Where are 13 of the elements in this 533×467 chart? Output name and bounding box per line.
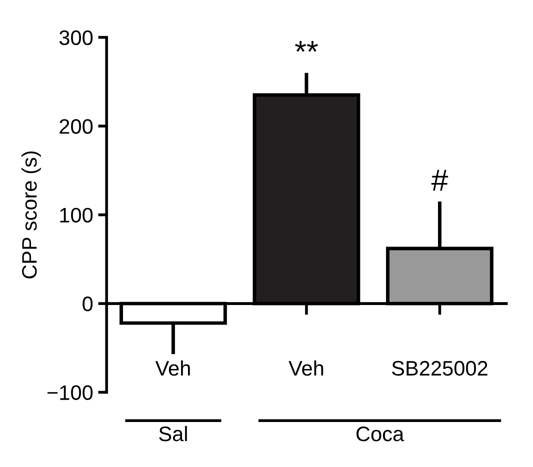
- y-tick-label: 100: [60, 208, 93, 223]
- y-tick-label: 300: [59, 30, 93, 46]
- y-tick-label: 0: [82, 296, 93, 312]
- text: Sal: [159, 426, 187, 442]
- text: Coca: [356, 426, 404, 442]
- x-tick-label: Veh: [155, 360, 190, 376]
- y-axis-title: CPP score (s): [22, 151, 41, 278]
- x-tick-label: SB225002: [392, 360, 488, 376]
- y-tick-label: 200: [60, 119, 93, 134]
- annotation: #: [431, 170, 448, 191]
- annotation: **: [295, 41, 318, 52]
- x-tick-label: Veh: [288, 360, 324, 376]
- y-tick-label: −100: [48, 385, 93, 400]
